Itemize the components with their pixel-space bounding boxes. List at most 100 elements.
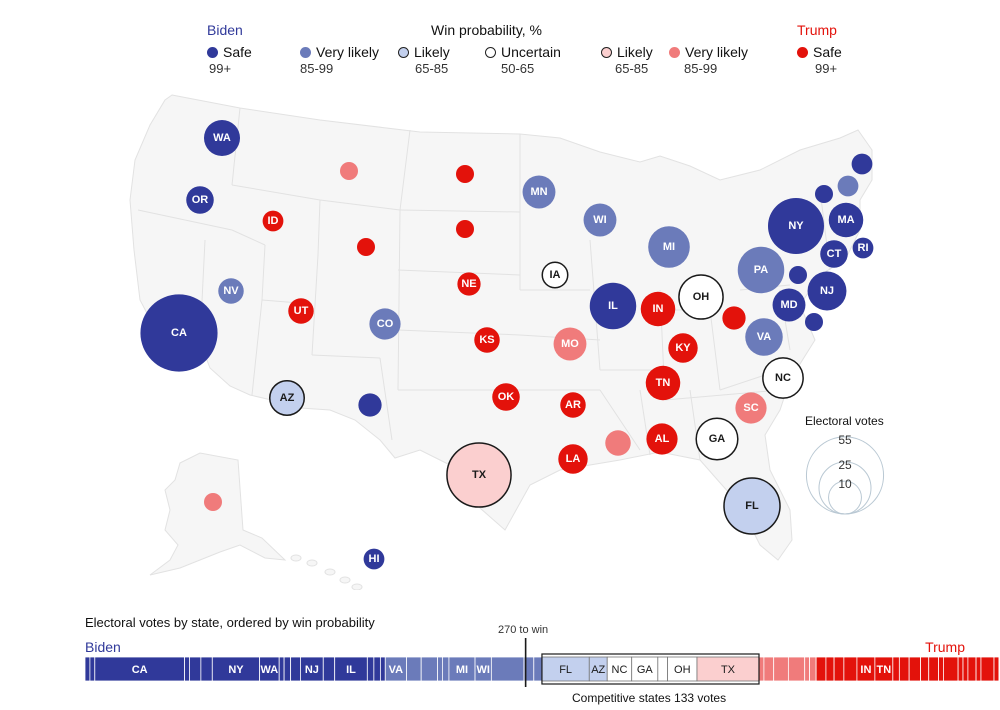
bar-segment[interactable] (975, 656, 982, 682)
bar-segment[interactable] (967, 656, 977, 682)
state-bubble-tn[interactable]: TN (645, 365, 681, 401)
bar-segment[interactable] (787, 656, 806, 682)
state-bubble-me[interactable] (851, 153, 873, 175)
state-bubble-ut[interactable]: UT (288, 298, 314, 324)
state-bubble-ms[interactable] (605, 430, 631, 456)
bar-segment[interactable] (437, 656, 443, 682)
bar-segment[interactable] (657, 656, 669, 682)
bar-segment[interactable] (920, 656, 930, 682)
bar-segment[interactable] (758, 656, 765, 682)
bar-segment-il[interactable]: IL (334, 656, 368, 682)
state-bubble-dc[interactable] (804, 312, 824, 332)
state-bubble-mn[interactable]: MN (522, 175, 556, 209)
bar-segment[interactable] (833, 656, 845, 682)
state-bubble-ri[interactable]: RI (852, 237, 874, 259)
bar-segment-az[interactable]: AZ (588, 656, 608, 682)
state-bubble-mt[interactable] (339, 161, 359, 181)
state-bubble-nh[interactable] (837, 175, 859, 197)
bar-segment[interactable] (406, 656, 422, 682)
bar-segment[interactable] (908, 656, 921, 682)
bar-segment[interactable] (957, 656, 964, 682)
state-bubble-mo[interactable]: MO (553, 327, 587, 361)
bar-segment[interactable] (938, 656, 944, 682)
bar-segment-wi[interactable]: WI (474, 656, 492, 682)
bar-segment[interactable] (898, 656, 910, 682)
state-bubble-ks[interactable]: KS (474, 327, 500, 353)
state-bubble-nc[interactable]: NC (762, 357, 804, 399)
bar-segment[interactable] (200, 656, 213, 682)
state-bubble-va[interactable]: VA (745, 318, 783, 356)
state-bubble-nd[interactable] (455, 164, 475, 184)
state-bubble-md[interactable]: MD (772, 288, 806, 322)
bar-segment[interactable] (993, 656, 1000, 682)
state-bubble-il[interactable]: IL (589, 282, 637, 330)
bar-segment-nj[interactable]: NJ (300, 656, 324, 682)
state-bubble-ar[interactable]: AR (560, 392, 586, 418)
state-bubble-ct[interactable]: CT (820, 240, 848, 268)
bar-segment[interactable] (804, 656, 810, 682)
state-bubble-fl[interactable]: FL (723, 477, 781, 535)
state-bubble-sd[interactable] (455, 219, 475, 239)
bar-segment-ca[interactable]: CA (94, 656, 185, 682)
state-bubble-hi[interactable]: HI (363, 548, 385, 570)
bar-segment-in[interactable]: IN (856, 656, 876, 682)
bar-segment[interactable] (379, 656, 386, 682)
bar-segment-ga[interactable]: GA (631, 656, 659, 682)
state-bubble-wv[interactable] (722, 306, 746, 330)
bar-segment[interactable] (373, 656, 381, 682)
bar-segment-nc[interactable]: NC (606, 656, 633, 682)
state-bubble-or[interactable]: OR (186, 186, 214, 214)
state-bubble-ne[interactable]: NE (457, 272, 481, 296)
state-bubble-nm[interactable] (358, 393, 382, 417)
state-bubble-wy[interactable] (356, 237, 376, 257)
bar-segment[interactable] (809, 656, 817, 682)
state-bubble-id[interactable]: ID (262, 210, 284, 232)
state-bubble-wa[interactable]: WA (203, 119, 241, 157)
bar-segment[interactable] (825, 656, 835, 682)
bar-segment[interactable] (773, 656, 789, 682)
bar-segment[interactable] (283, 656, 292, 682)
state-bubble-vt[interactable] (814, 184, 834, 204)
bar-segment[interactable] (189, 656, 202, 682)
state-bubble-de[interactable] (788, 265, 808, 285)
bar-segment[interactable] (84, 656, 91, 682)
bar-segment[interactable] (928, 656, 939, 682)
state-bubble-ga[interactable]: GA (695, 417, 739, 461)
bar-segment[interactable] (366, 656, 375, 682)
state-bubble-co[interactable]: CO (369, 308, 401, 340)
bar-segment[interactable] (278, 656, 285, 682)
bar-segment-mi[interactable]: MI (448, 656, 476, 682)
bar-segment-oh[interactable]: OH (667, 656, 698, 682)
bar-segment-wa[interactable]: WA (259, 656, 280, 682)
state-bubble-mi[interactable]: MI (648, 226, 690, 268)
bar-segment-ny[interactable]: NY (211, 656, 261, 682)
bar-segment[interactable] (322, 656, 336, 682)
state-bubble-tx[interactable]: TX (446, 442, 512, 508)
state-bubble-wi[interactable]: WI (583, 203, 617, 237)
state-bubble-az[interactable]: AZ (269, 380, 305, 416)
state-bubble-al[interactable]: AL (646, 423, 678, 455)
state-bubble-ak[interactable] (203, 492, 223, 512)
state-bubble-ny[interactable]: NY (767, 197, 825, 255)
bar-segment[interactable] (815, 656, 827, 682)
bar-segment[interactable] (892, 656, 900, 682)
state-bubble-in[interactable]: IN (640, 291, 676, 327)
bar-segment-tn[interactable]: TN (874, 656, 894, 682)
state-bubble-la[interactable]: LA (558, 444, 588, 474)
bar-segment[interactable] (490, 656, 525, 682)
bar-segment[interactable] (89, 656, 96, 682)
state-bubble-ia[interactable]: IA (541, 261, 569, 289)
bar-segment-fl[interactable]: FL (541, 656, 590, 682)
bar-segment[interactable] (943, 656, 959, 682)
state-bubble-oh[interactable]: OH (678, 274, 724, 320)
bar-segment[interactable] (843, 656, 858, 682)
bar-segment[interactable] (980, 656, 995, 682)
state-bubble-ky[interactable]: KY (668, 333, 698, 363)
state-bubble-pa[interactable]: PA (737, 246, 785, 294)
state-bubble-nv[interactable]: NV (218, 278, 244, 304)
bar-segment-va[interactable]: VA (384, 656, 407, 682)
bar-segment[interactable] (962, 656, 969, 682)
bar-segment[interactable] (420, 656, 438, 682)
bar-segment[interactable] (533, 656, 543, 682)
bar-segment[interactable] (442, 656, 450, 682)
